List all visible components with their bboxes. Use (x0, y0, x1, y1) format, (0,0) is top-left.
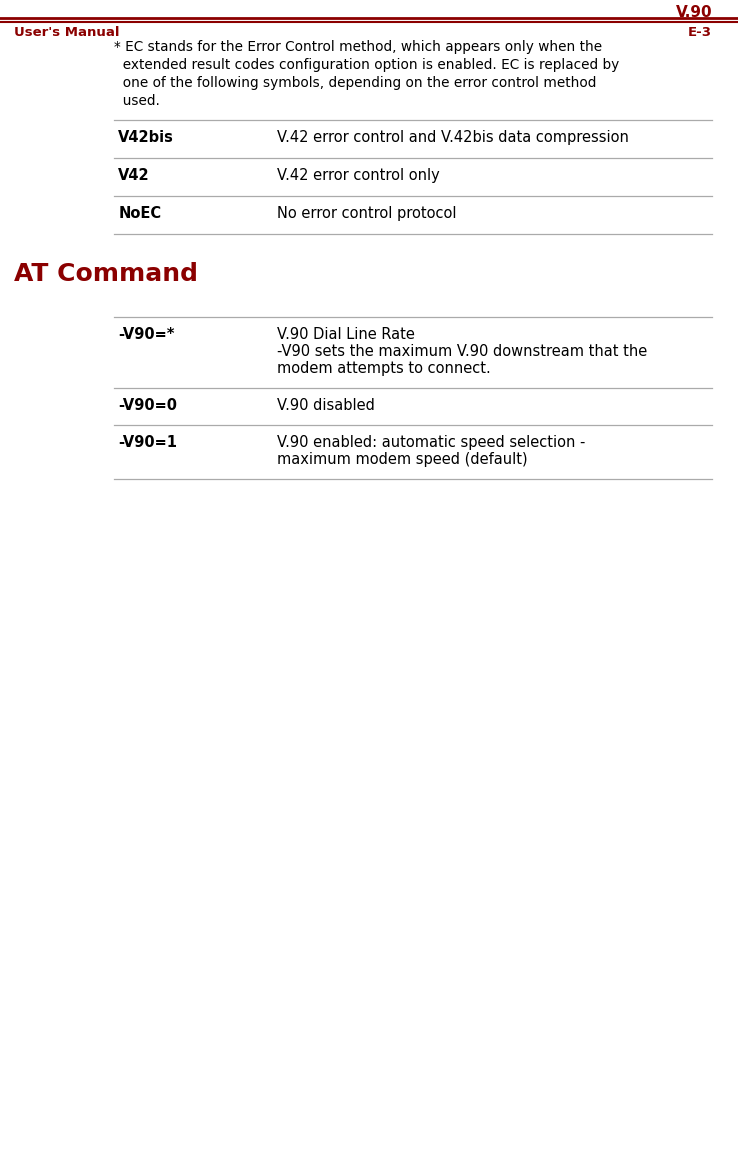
Text: V.90 disabled: V.90 disabled (277, 398, 375, 413)
Text: V42: V42 (118, 168, 150, 183)
Text: No error control protocol: No error control protocol (277, 206, 456, 222)
Text: V.42 error control only: V.42 error control only (277, 168, 440, 183)
Text: -V90=0: -V90=0 (118, 398, 177, 413)
Text: -V90=*: -V90=* (118, 327, 175, 342)
Text: * EC stands for the Error Control method, which appears only when the: * EC stands for the Error Control method… (114, 40, 602, 54)
Text: V42bis: V42bis (118, 130, 174, 145)
Text: AT Command: AT Command (14, 263, 198, 286)
Text: maximum modem speed (default): maximum modem speed (default) (277, 452, 528, 466)
Text: V.90 Dial Line Rate: V.90 Dial Line Rate (277, 327, 415, 342)
Text: modem attempts to connect.: modem attempts to connect. (277, 361, 491, 376)
Text: used.: used. (114, 94, 160, 108)
Text: V.90 enabled: automatic speed selection -: V.90 enabled: automatic speed selection … (277, 435, 585, 450)
Text: extended result codes configuration option is enabled. EC is replaced by: extended result codes configuration opti… (114, 57, 620, 71)
Text: one of the following symbols, depending on the error control method: one of the following symbols, depending … (114, 76, 597, 90)
Text: V.90: V.90 (675, 5, 712, 20)
Text: E-3: E-3 (688, 26, 712, 39)
Text: V.42 error control and V.42bis data compression: V.42 error control and V.42bis data comp… (277, 130, 629, 145)
Text: -V90=1: -V90=1 (118, 435, 177, 450)
Text: -V90 sets the maximum V.90 downstream that the: -V90 sets the maximum V.90 downstream th… (277, 345, 647, 359)
Text: NoEC: NoEC (118, 206, 162, 222)
Text: User's Manual: User's Manual (14, 26, 120, 39)
